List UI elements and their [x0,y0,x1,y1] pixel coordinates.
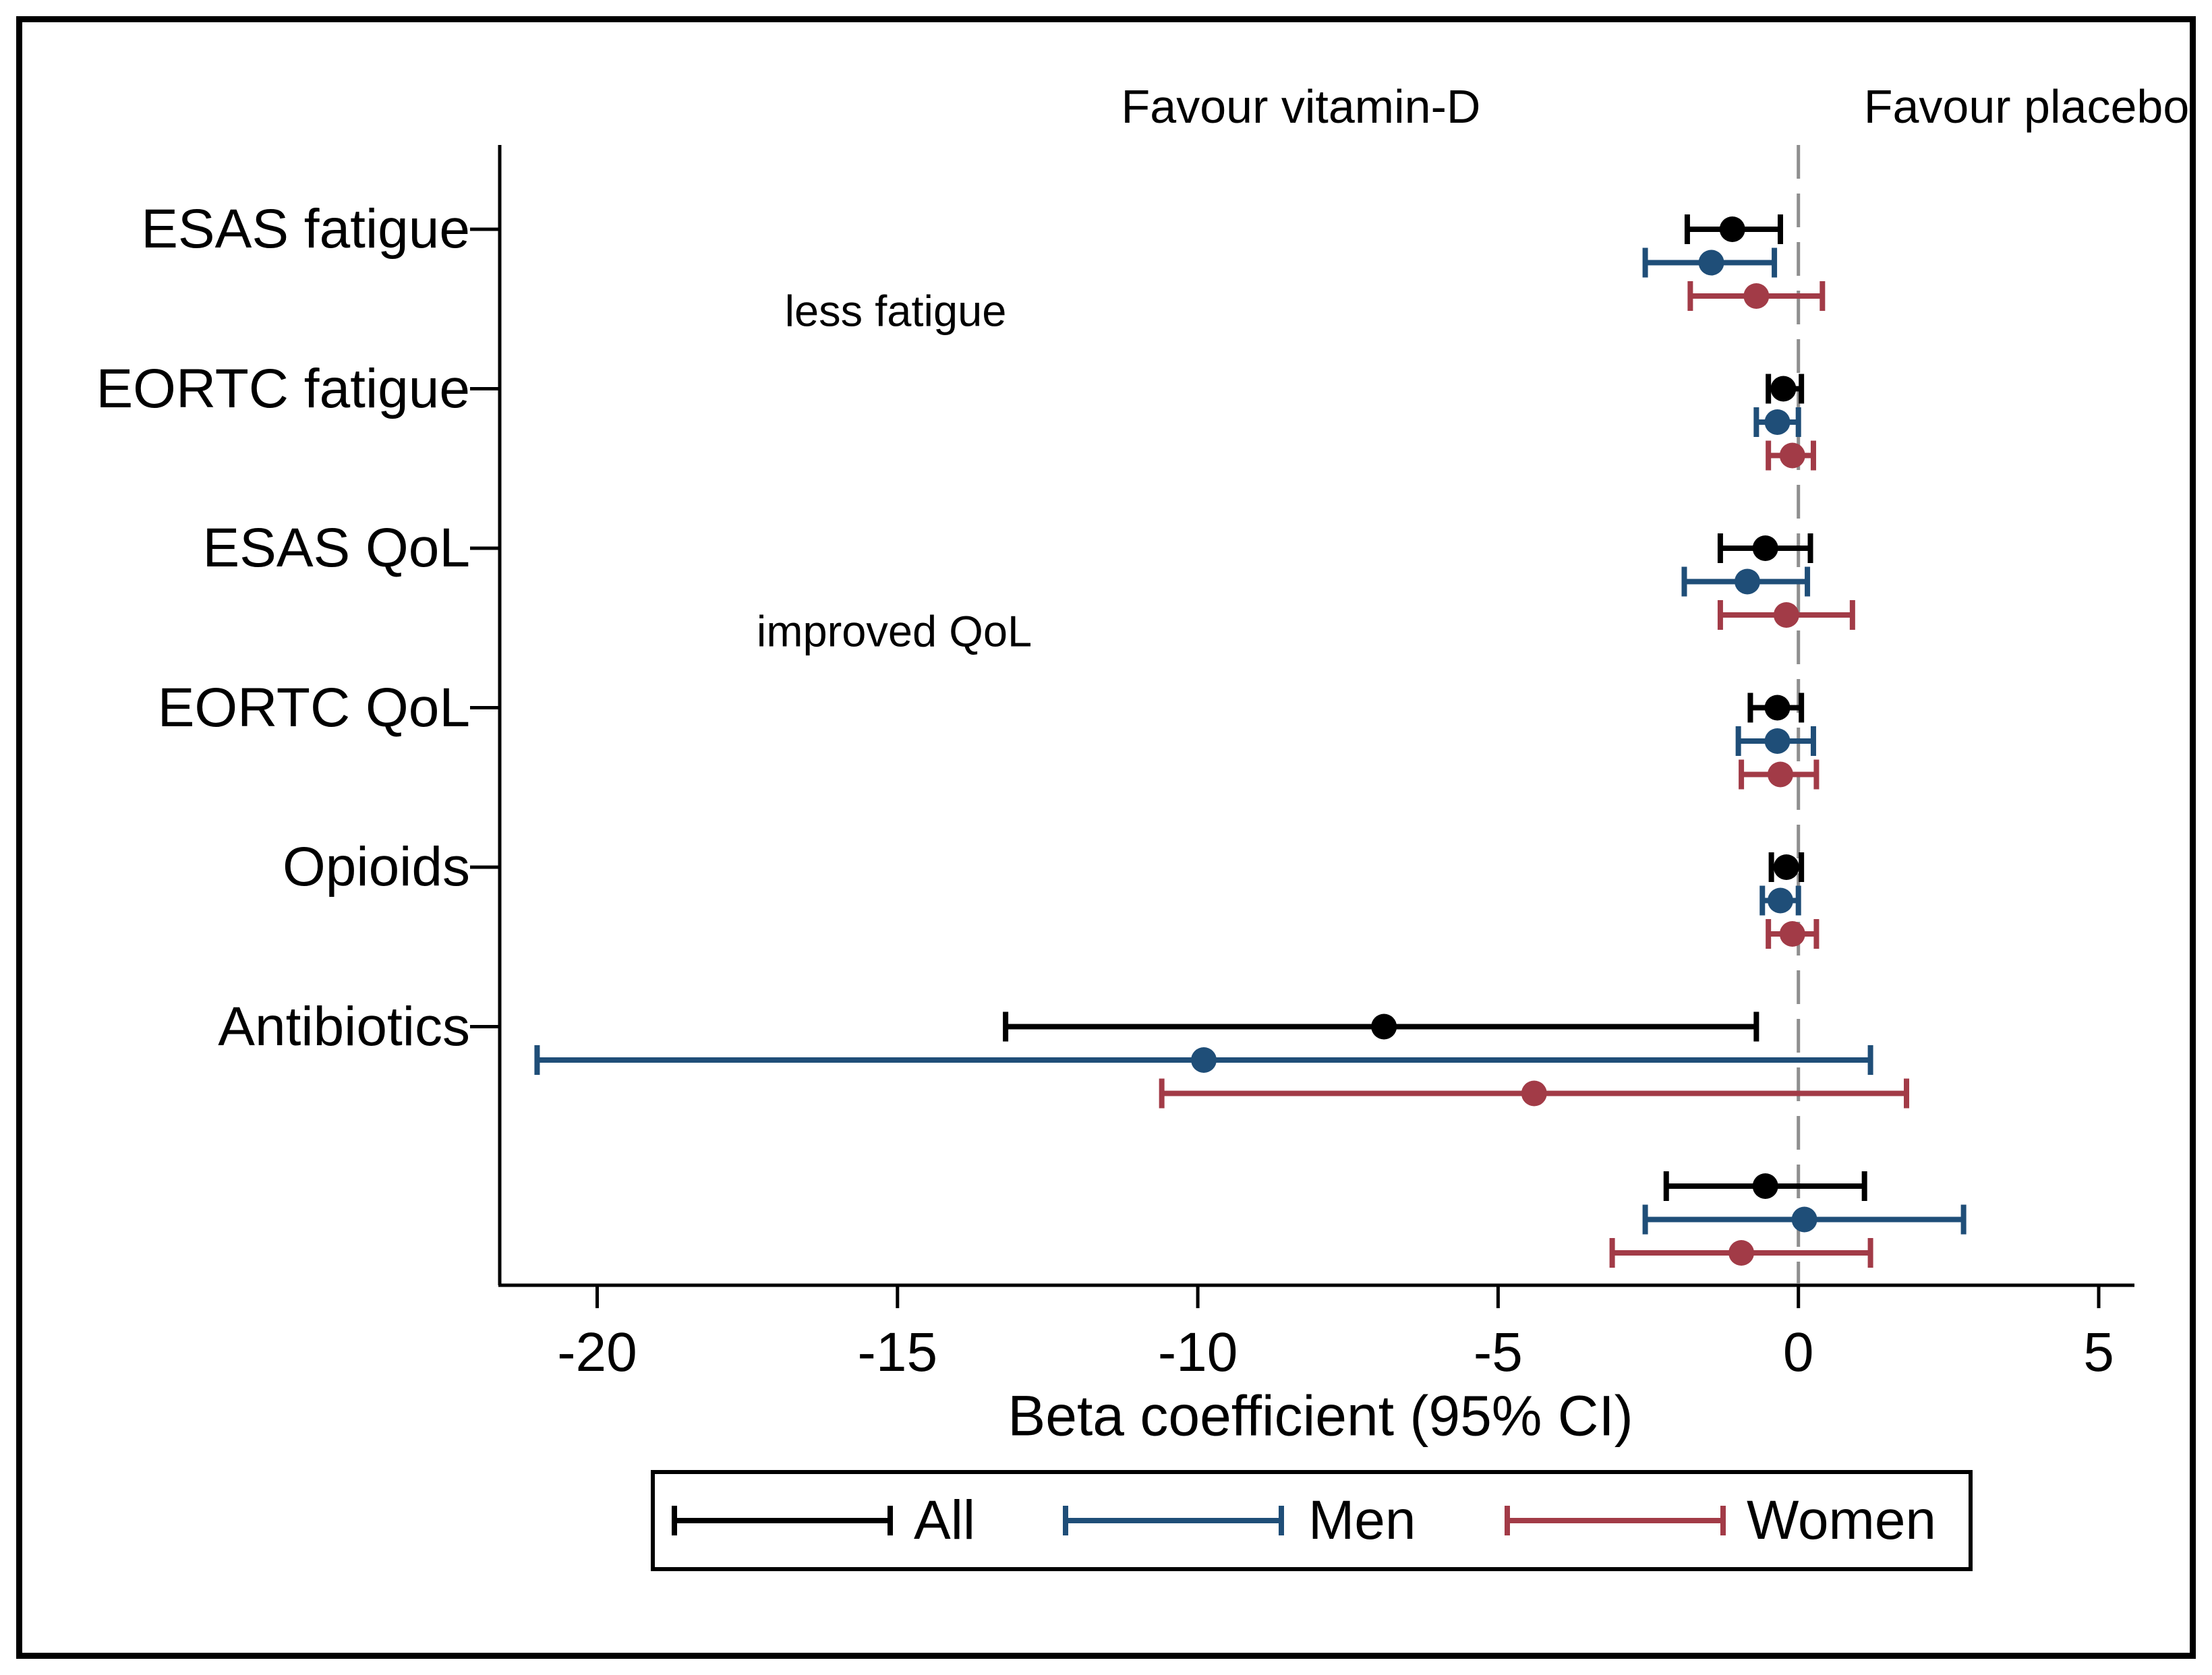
point-estimate-dot [1773,854,1799,880]
x-tick-label: -5 [1473,1322,1523,1383]
point-estimate-dot [1767,887,1793,914]
point-estimate-dot [1191,1047,1217,1073]
category-label: EORTC QoL [157,676,470,738]
legend-box [651,1470,1973,1571]
favour-placebo-label: Favour placebo [1863,80,2190,133]
x-tick-label: -20 [557,1322,637,1383]
category-label: Opioids [282,836,470,898]
category-label: Antibiotics [218,995,470,1057]
x-tick-label: 0 [1782,1322,1814,1383]
point-estimate-dot [1779,921,1805,947]
point-estimate-dot [1752,1173,1778,1199]
point-estimate-dot [1371,1013,1397,1040]
point-estimate-dot [1752,535,1778,561]
x-tick-label: 5 [2083,1322,2114,1383]
favour-vitamin-d-label: Favour vitamin-D [1121,80,1481,133]
category-label: EORTC fatigue [96,357,470,419]
improved-qol-annotation: improved QoL [756,606,1032,656]
legend-label: All [914,1490,976,1551]
point-estimate-dot [1791,1206,1817,1233]
x-axis-title: Beta coefficient (95% CI) [1008,1384,1633,1448]
point-estimate-dot [1770,376,1797,402]
point-estimate-dot [1734,568,1760,595]
category-label: ESAS QoL [202,517,470,579]
category-label: ESAS fatigue [141,198,470,260]
point-estimate-dot [1773,602,1799,628]
point-estimate-dot [1764,728,1791,754]
x-tick-label: -15 [857,1322,938,1383]
x-tick-label: -10 [1157,1322,1238,1383]
legend-label: Men [1308,1490,1416,1551]
point-estimate-dot [1521,1080,1547,1107]
point-estimate-dot [1698,249,1724,276]
point-estimate-dot [1728,1240,1755,1266]
point-estimate-dot [1764,409,1791,435]
legend-label: Women [1747,1490,1937,1551]
less-fatigue-annotation: less fatigue [784,286,1007,336]
figure-border [16,16,2196,1659]
point-estimate-dot [1764,695,1791,721]
point-estimate-dot [1767,761,1793,788]
point-estimate-dot [1719,216,1745,242]
point-estimate-dot [1779,442,1805,469]
point-estimate-dot [1743,283,1770,309]
